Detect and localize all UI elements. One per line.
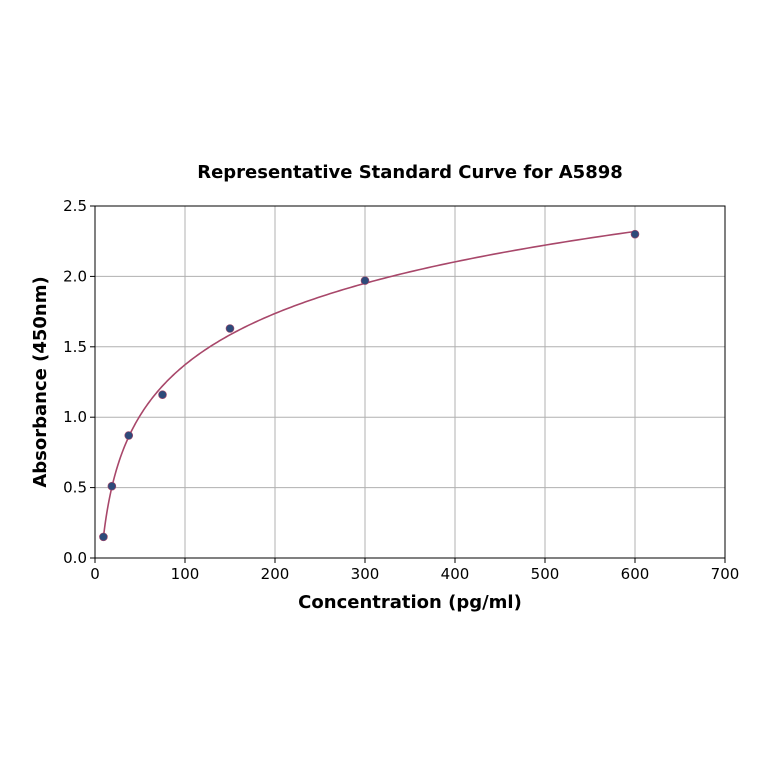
x-tick-label: 200: [261, 565, 290, 583]
data-point: [630, 229, 640, 239]
y-tick-label: 0.0: [63, 549, 87, 567]
axis-ticks: 0 100 200 300 400 500 600 700 0.0 0.5 1.0 1.5 2.0 2.5: [63, 197, 739, 583]
chart-title: Representative Standard Curve for A5898: [197, 162, 623, 183]
x-tick-label: 0: [90, 565, 100, 583]
x-tick-label: 400: [441, 565, 470, 583]
y-tick-label: 2.0: [63, 267, 87, 285]
data-point: [158, 390, 167, 399]
y-tick-label: 1.5: [63, 338, 87, 356]
data-point: [225, 324, 235, 333]
fit-curve-layer: [102, 230, 636, 538]
data-point: [99, 532, 108, 542]
x-tick-label: 300: [351, 565, 380, 583]
data-point: [360, 276, 370, 285]
x-axis-label: Concentration (pg/ml): [298, 592, 522, 613]
data-point: [107, 481, 117, 491]
y-tick-label: 2.5: [63, 197, 87, 215]
data-point: [124, 431, 134, 440]
x-tick-label: 700: [711, 565, 740, 583]
x-tick-label: 500: [531, 565, 560, 583]
x-tick-label: 600: [621, 565, 650, 583]
y-tick-label: 1.0: [63, 408, 87, 426]
data-points: [99, 229, 640, 542]
grid-lines: [94, 205, 726, 559]
fit-curve: [102, 230, 636, 538]
y-tick-label: 0.5: [63, 479, 87, 497]
plot-frame: [94, 205, 726, 559]
y-axis-label: Absorbance (450nm): [30, 276, 51, 487]
x-tick-label: 100: [171, 565, 200, 583]
